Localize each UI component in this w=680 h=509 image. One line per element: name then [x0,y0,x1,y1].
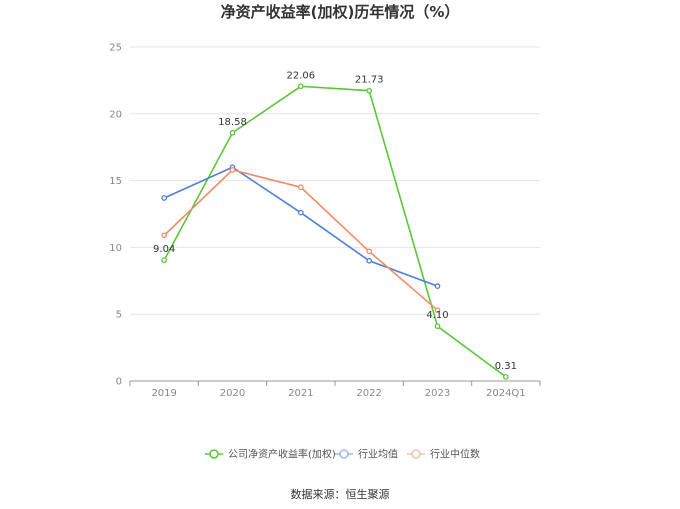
data-label: 9.04 [153,244,175,255]
legend-label: 行业中位数 [430,448,480,461]
y-tick-label: 15 [109,176,122,187]
series-point-2 [434,307,441,314]
data-label: 21.73 [355,75,384,86]
x-tick-label: 2021 [288,388,313,399]
x-tick-label: 2023 [425,388,450,399]
legend-item-2[interactable]: 行业中位数 [407,448,480,461]
legend-swatch-marker [339,449,349,459]
series-point-0 [161,257,168,264]
data-labels: 9.04 18.58 22.06 21.73 4.10 0.31 [153,70,517,372]
grid-lines [130,46,540,315]
y-tick-label: 25 [109,43,122,54]
series-point-0 [297,83,304,90]
data-label: 0.31 [495,361,517,372]
axes: 0 5 10 15 20 25 2019 2020 2021 2022 2023 2024Q1 [109,43,541,399]
data-source: 数据来源：恒生聚源 [291,487,390,501]
chart-title: 净资产收益率(加权)历年情况（%） [221,3,460,21]
x-tick-label: 2019 [151,388,176,399]
series-line-2 [163,169,439,311]
series-point-0 [229,129,236,136]
data-label: 4.10 [426,310,448,321]
series-point-1 [161,195,168,201]
y-tick-label: 0 [116,377,122,388]
y-tick-label: 10 [109,243,122,254]
data-label: 22.06 [287,70,316,81]
series-point-2 [297,184,304,191]
x-tick-label: 2020 [220,388,245,399]
x-tick-label: 2024Q1 [486,388,526,399]
data-label: 18.58 [218,117,247,128]
series-point-2 [161,232,168,239]
legend-swatch-marker [411,449,421,459]
legend-label: 公司净资产收益率(加权) [228,448,336,461]
series-lines [161,83,509,380]
legend-swatch-marker [209,449,219,459]
series-point-1 [366,257,373,264]
series-point-2 [229,167,236,173]
legend: 公司净资产收益率(加权) 行业均值 行业中位数 [205,448,480,461]
legend-item-0[interactable]: 公司净资产收益率(加权) [205,448,336,461]
series-point-1 [297,209,304,216]
series-point-0 [434,323,441,330]
x-tick-label: 2022 [356,388,381,399]
legend-label: 行业均值 [358,448,398,461]
legend-item-1[interactable]: 行业均值 [335,448,398,461]
y-tick-label: 5 [116,310,122,321]
y-tick-label: 20 [109,109,122,120]
series-point-1 [434,283,441,289]
series-point-0 [502,374,509,380]
series-point-0 [366,87,373,94]
series-point-2 [366,248,373,255]
series-line-0 [163,85,507,378]
